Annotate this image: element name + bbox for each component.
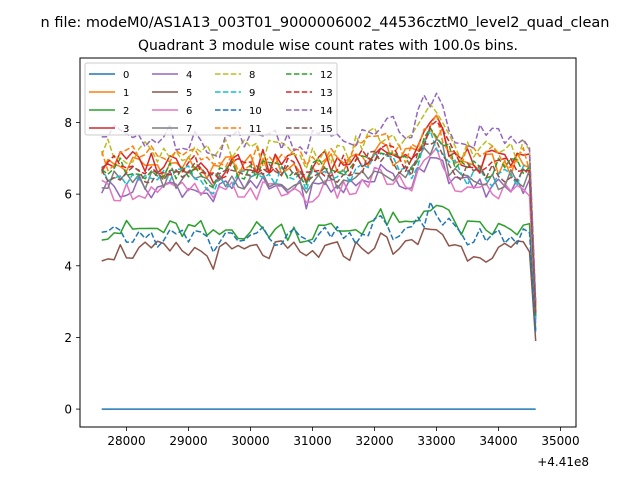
y-axis: 0 2 4 6 8	[64, 116, 80, 417]
x-tick-label: 33000	[417, 434, 455, 448]
legend-label-13: 13	[320, 88, 333, 99]
legend-label-4: 4	[186, 70, 192, 81]
y-tick-label: 6	[64, 188, 72, 202]
x-tick-label: 32000	[355, 434, 393, 448]
series-line-3	[101, 114, 537, 306]
series-line-15	[101, 140, 537, 316]
y-tick-label: 2	[64, 331, 72, 345]
x-tick-label: 30000	[231, 434, 269, 448]
x-tick-label: 28000	[107, 434, 145, 448]
y-tick-label: 0	[64, 403, 72, 417]
legend-label-12: 12	[320, 70, 333, 81]
legend-label-10: 10	[249, 106, 262, 117]
plot-frame	[79, 57, 577, 428]
legend-label-9: 9	[249, 88, 255, 99]
series-line-10	[101, 201, 537, 334]
series-line-12	[101, 127, 537, 316]
x-axis: 28000 29000 30000 31000 32000 33000 34000 35000	[107, 427, 580, 448]
legend-label-6: 6	[186, 106, 192, 117]
series-line-5	[101, 227, 537, 342]
chart-suptitle: n file: modeM0/AS1A13_003T01_9000006002_…	[41, 15, 610, 31]
series-layer	[100, 92, 537, 410]
legend-box	[84, 62, 338, 136]
legend-label-11: 11	[249, 124, 262, 135]
series-line-2	[101, 204, 537, 331]
legend-label-1: 1	[123, 88, 129, 99]
legend-label-0: 0	[123, 70, 129, 81]
x-tick-label: 31000	[293, 434, 331, 448]
x-tick-label: 34000	[479, 434, 517, 448]
chart-title: Quadrant 3 module wise count rates with …	[138, 38, 518, 54]
legend-label-5: 5	[186, 88, 192, 99]
x-offset-label: +4.41e8	[537, 455, 589, 469]
legend-label-14: 14	[320, 106, 333, 117]
series-line-11	[100, 113, 537, 313]
legend-label-7: 7	[186, 124, 192, 135]
series-line-13	[101, 120, 537, 313]
series-line-4	[101, 156, 537, 320]
x-tick-label: 35000	[541, 434, 579, 448]
legend-label-15: 15	[320, 124, 333, 135]
y-tick-label: 4	[64, 259, 72, 273]
x-tick-label: 29000	[169, 434, 207, 448]
legend-label-2: 2	[123, 106, 129, 117]
series-line-6	[101, 147, 537, 324]
legend-label-3: 3	[123, 124, 129, 135]
y-tick-label: 8	[64, 116, 72, 130]
legend-label-8: 8	[249, 70, 255, 81]
